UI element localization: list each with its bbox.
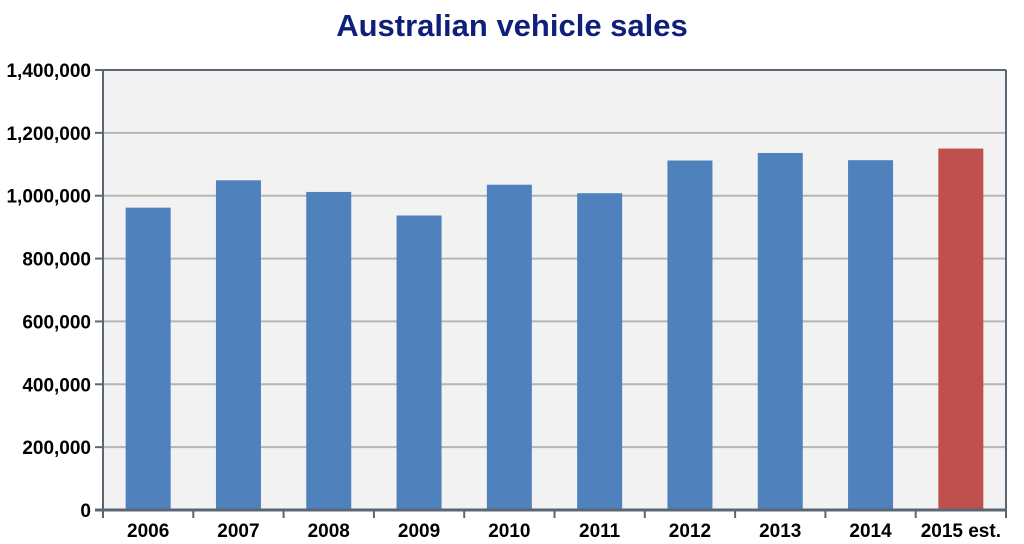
bar-2013 [757, 152, 803, 510]
x-tick-label-5: 2011 [579, 521, 621, 542]
y-tick-label-2: 400,000 [22, 375, 91, 396]
x-tick-label-0: 2006 [127, 521, 169, 542]
x-tick-label-3: 2009 [398, 521, 440, 542]
y-tick-label-4: 800,000 [22, 250, 91, 271]
bar-2012 [667, 160, 713, 510]
y-tick-label-6: 1,200,000 [6, 124, 91, 145]
y-tick-label-5: 1,000,000 [6, 187, 91, 208]
x-tick-label-9: 2015 est. [921, 521, 1001, 542]
bar-2009 [396, 215, 442, 510]
x-tick-label-6: 2012 [669, 521, 711, 542]
bar-2008 [306, 191, 352, 510]
y-tick-label-7: 1,400,000 [6, 61, 91, 82]
x-tick-label-2: 2008 [308, 521, 350, 542]
y-tick-label-0: 0 [80, 501, 91, 522]
bar-2006 [125, 207, 171, 510]
bar-2007 [215, 180, 261, 511]
x-tick-label-1: 2007 [217, 521, 259, 542]
y-tick-label-1: 200,000 [22, 438, 91, 459]
x-tick-label-4: 2010 [488, 521, 530, 542]
bar-2011 [577, 193, 623, 510]
y-tick-label-3: 600,000 [22, 312, 91, 333]
x-tick-label-7: 2013 [759, 521, 801, 542]
bar-2015-est- [938, 148, 984, 511]
x-tick-label-8: 2014 [849, 521, 892, 542]
chart-title: Australian vehicle sales [336, 8, 688, 43]
bar-2014 [848, 160, 894, 510]
bar-2010 [486, 184, 532, 510]
